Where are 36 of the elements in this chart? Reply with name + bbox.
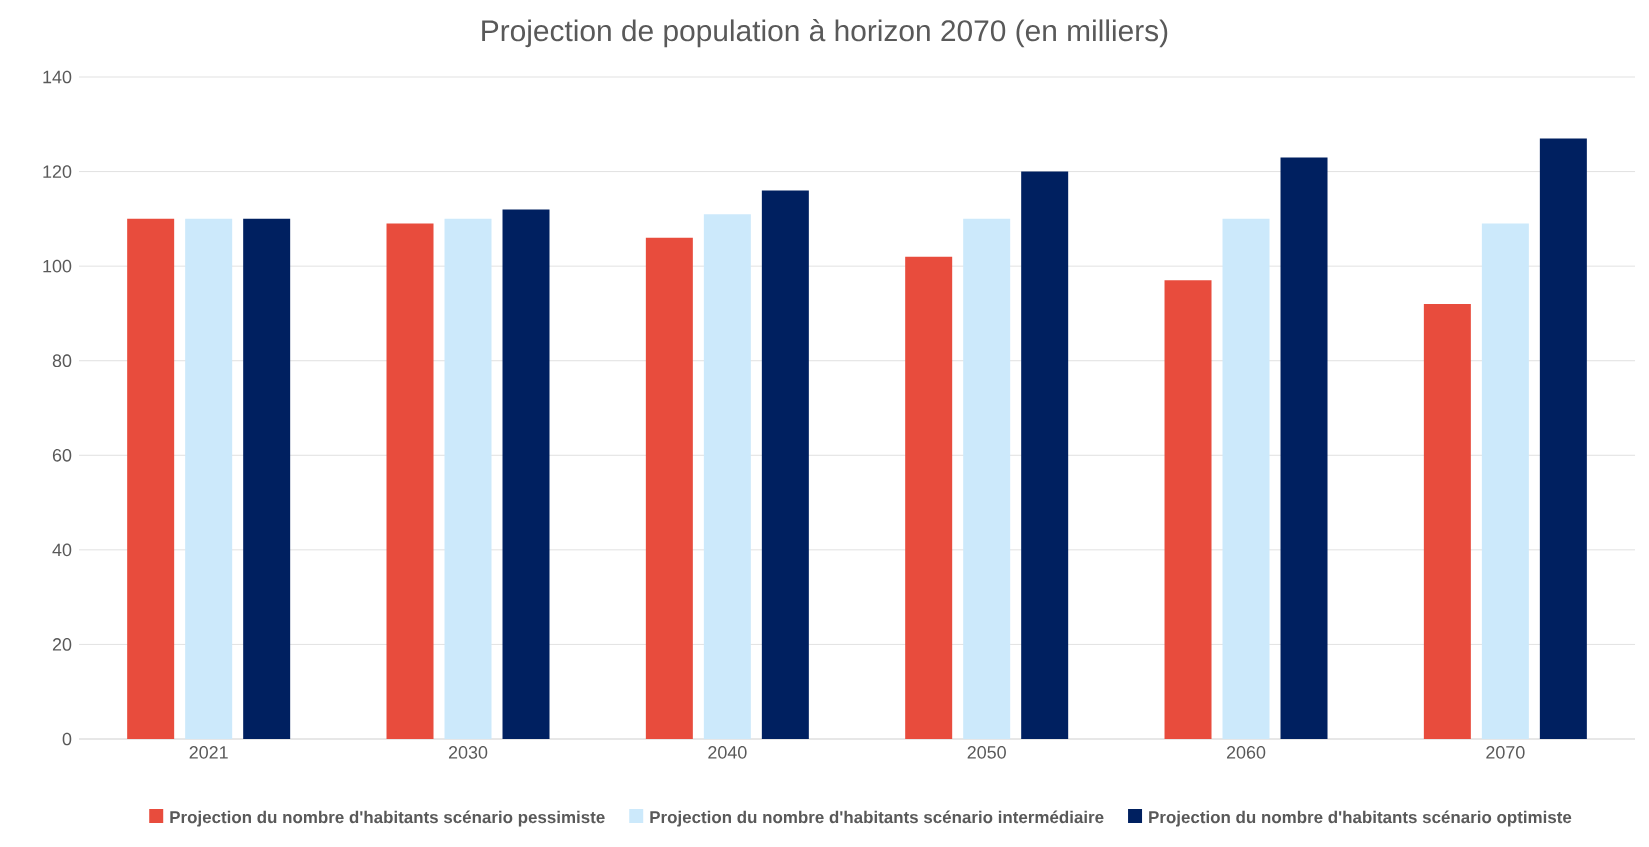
y-tick-label: 0	[62, 732, 72, 746]
x-tick-label: 2050	[967, 746, 1006, 759]
bar	[1164, 280, 1212, 739]
x-tick-label: 2021	[189, 746, 228, 759]
x-tick-label: 2070	[1486, 746, 1525, 759]
bar	[1021, 171, 1069, 739]
x-tick-label: 2040	[708, 746, 747, 759]
bar	[703, 214, 751, 739]
y-tick-label: 120	[43, 165, 72, 178]
y-tick-label: 60	[52, 448, 72, 462]
bar	[1481, 223, 1529, 739]
bar	[1423, 303, 1471, 739]
legend-label: Projection du nombre d'habitants scénario pessimiste	[170, 810, 605, 827]
bar	[444, 218, 492, 739]
bar	[243, 218, 291, 739]
y-tick-label: 100	[43, 259, 72, 273]
x-tick-label: 2030	[448, 746, 488, 759]
bar	[127, 218, 175, 739]
chart-title: Projection de population à horizon 2070 (en milliers)	[482, 19, 1168, 48]
x-tick-label: 2060	[1226, 746, 1266, 759]
bar	[761, 190, 809, 739]
bar	[1222, 218, 1270, 739]
y-tick-label: 40	[52, 543, 72, 557]
y-tick-label: 20	[52, 638, 72, 651]
legend-label: Projection du nombre d'habitants scénario optimiste	[1149, 810, 1572, 827]
y-tick-label: 80	[52, 354, 72, 368]
bar	[905, 256, 953, 739]
bar	[645, 237, 693, 739]
bar	[502, 209, 550, 739]
legend-label: Projection du nombre d'habitants scénario intermédiaire	[650, 810, 1104, 827]
y-tick-label: 140	[43, 70, 72, 84]
bar	[185, 218, 233, 739]
bar	[1539, 138, 1587, 739]
bar	[963, 218, 1011, 739]
bar	[386, 223, 434, 739]
bar	[1280, 157, 1328, 739]
